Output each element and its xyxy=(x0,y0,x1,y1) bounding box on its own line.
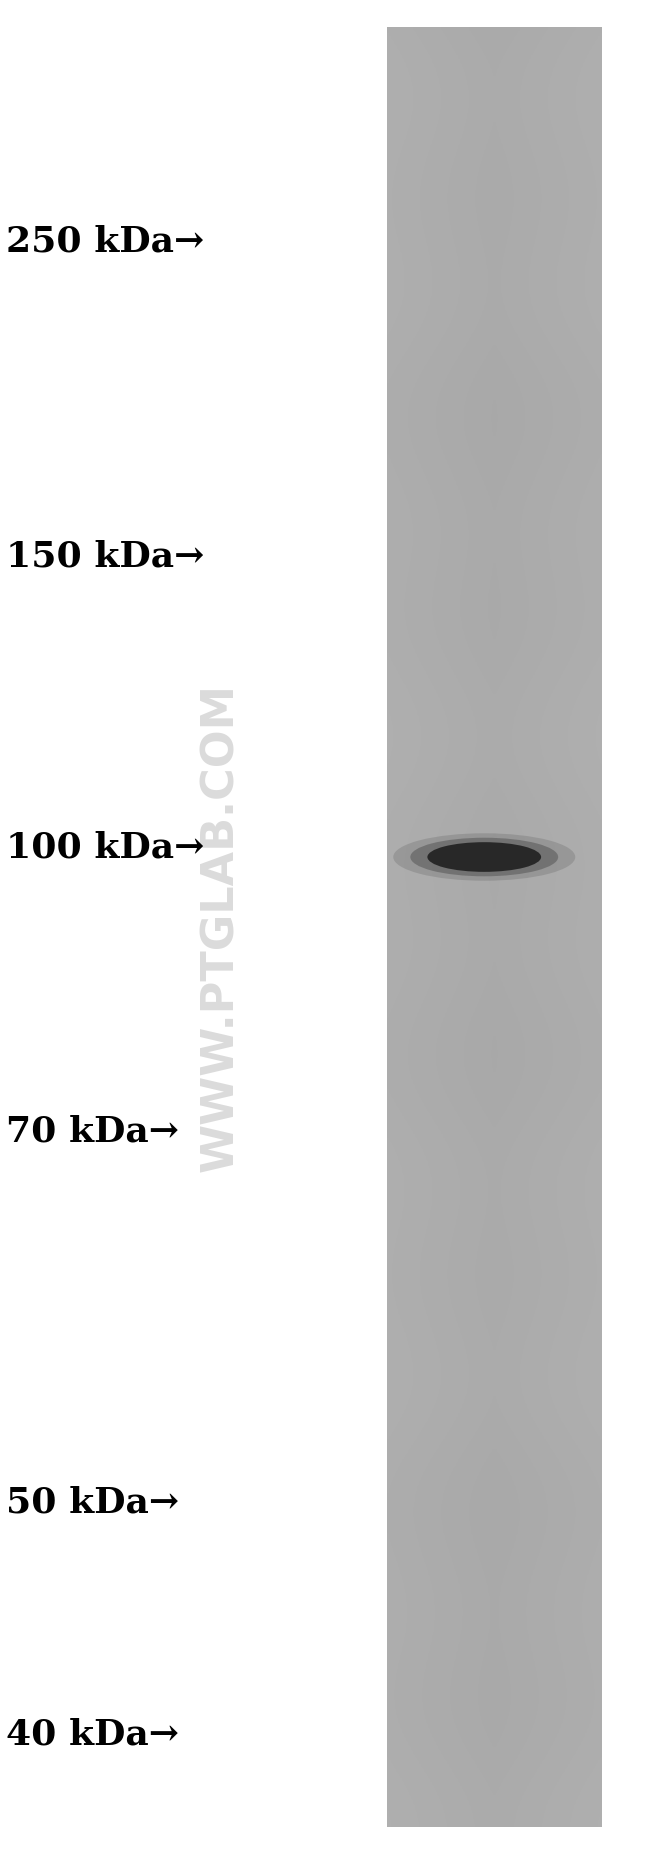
Text: 70 kDa→: 70 kDa→ xyxy=(6,1115,179,1148)
Ellipse shape xyxy=(393,833,575,881)
Text: 40 kDa→: 40 kDa→ xyxy=(6,1718,179,1751)
Text: 250 kDa→: 250 kDa→ xyxy=(6,224,205,258)
Ellipse shape xyxy=(428,842,541,872)
Text: WWW.PTGLAB.COM: WWW.PTGLAB.COM xyxy=(200,683,242,1172)
Text: 100 kDa→: 100 kDa→ xyxy=(6,831,205,864)
Ellipse shape xyxy=(410,838,558,876)
Text: 150 kDa→: 150 kDa→ xyxy=(6,540,205,573)
Text: 50 kDa→: 50 kDa→ xyxy=(6,1486,179,1519)
